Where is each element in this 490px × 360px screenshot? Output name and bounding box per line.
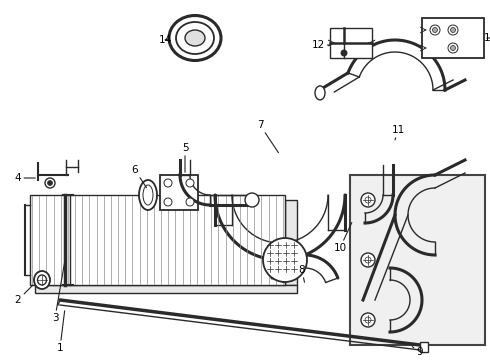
Ellipse shape [139,180,157,210]
Text: 11: 11 [392,125,405,140]
Ellipse shape [143,185,153,205]
Text: 3: 3 [51,263,65,323]
Circle shape [164,179,172,187]
Circle shape [430,25,440,35]
Bar [30,195,285,285]
Ellipse shape [176,22,214,54]
Circle shape [450,27,456,32]
Circle shape [45,178,55,188]
Circle shape [361,193,375,207]
Ellipse shape [185,30,205,46]
Circle shape [164,198,172,206]
Circle shape [186,179,194,187]
Text: 1: 1 [57,311,65,353]
Circle shape [186,198,194,206]
Bar [350,175,485,345]
Circle shape [263,238,307,282]
Circle shape [450,45,456,50]
Text: 6: 6 [132,165,147,188]
Bar [422,18,484,58]
Circle shape [448,25,458,35]
Text: 9: 9 [412,347,423,357]
Text: 14: 14 [158,35,172,45]
Ellipse shape [169,15,221,60]
Circle shape [433,27,438,32]
Circle shape [365,197,371,203]
Bar [285,200,297,285]
Text: 7: 7 [257,120,278,153]
Text: 5: 5 [182,143,188,172]
Circle shape [365,317,371,323]
Circle shape [365,257,371,263]
Ellipse shape [315,86,325,100]
Bar [35,285,297,293]
Bar [160,175,198,210]
Circle shape [48,180,52,185]
Bar [420,342,428,352]
Text: 2: 2 [15,285,33,305]
Text: 12: 12 [311,40,329,50]
Circle shape [245,193,259,207]
Ellipse shape [34,271,50,289]
Text: 8: 8 [299,265,305,282]
Circle shape [361,253,375,267]
Circle shape [448,43,458,53]
Text: 13: 13 [483,33,490,43]
Circle shape [361,313,375,327]
Ellipse shape [38,275,47,285]
Bar [330,28,372,58]
Text: 10: 10 [333,222,352,253]
Circle shape [341,50,347,56]
Text: 4: 4 [15,173,35,183]
